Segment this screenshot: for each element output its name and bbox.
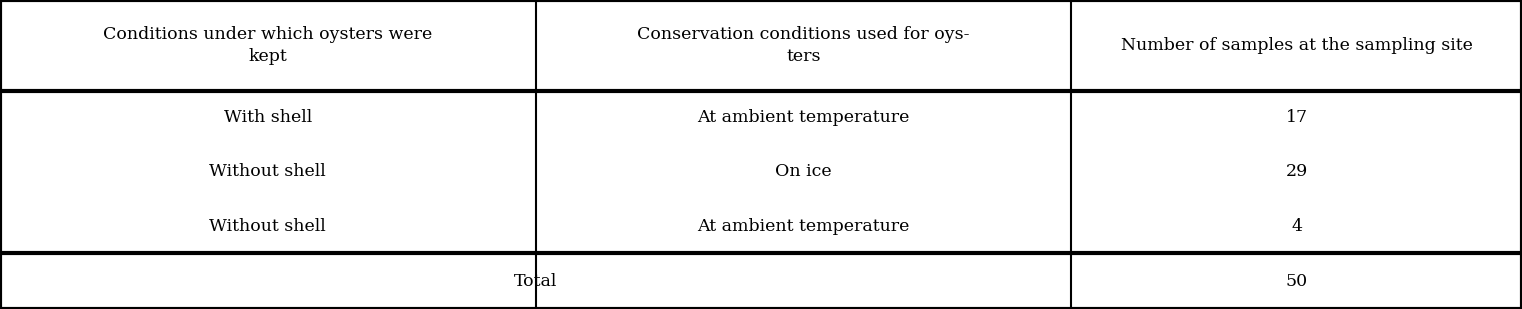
Text: At ambient temperature: At ambient temperature — [697, 218, 910, 235]
Text: Without shell: Without shell — [210, 163, 326, 180]
Text: Conservation conditions used for oys-
ters: Conservation conditions used for oys- te… — [638, 26, 970, 65]
Text: Total: Total — [514, 273, 557, 290]
Text: 17: 17 — [1286, 109, 1307, 126]
Text: At ambient temperature: At ambient temperature — [697, 109, 910, 126]
Text: 50: 50 — [1286, 273, 1307, 290]
Text: 29: 29 — [1286, 163, 1307, 180]
Text: Number of samples at the sampling site: Number of samples at the sampling site — [1120, 37, 1473, 54]
Text: On ice: On ice — [775, 163, 833, 180]
Text: 4: 4 — [1291, 218, 1303, 235]
Text: Conditions under which oysters were
kept: Conditions under which oysters were kept — [103, 26, 432, 65]
Text: With shell: With shell — [224, 109, 312, 126]
Text: Without shell: Without shell — [210, 218, 326, 235]
